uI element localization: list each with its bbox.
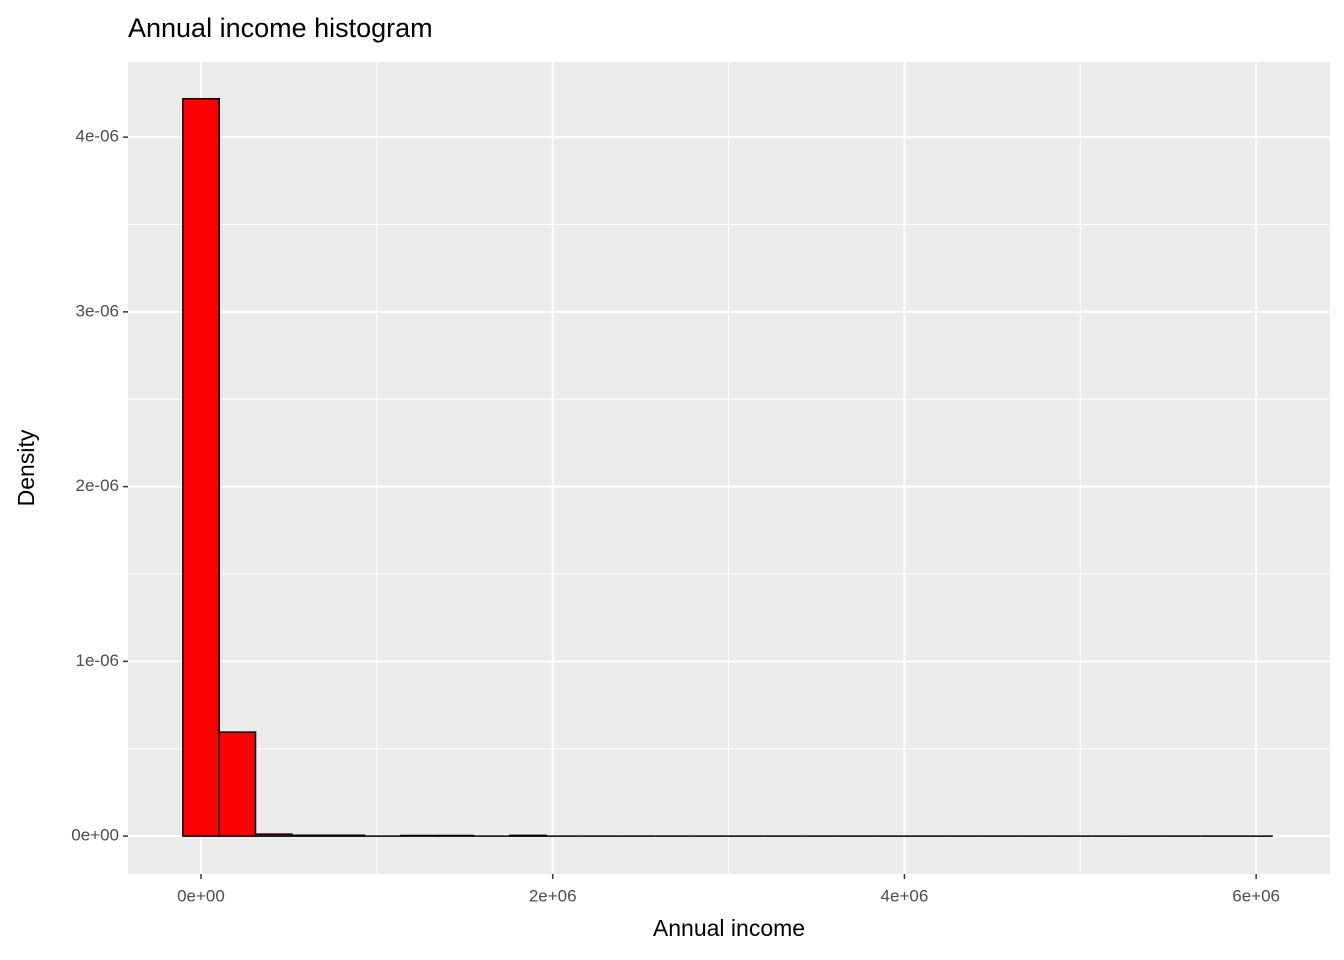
x-tick-label: 4e+06 [881,886,929,905]
y-tick-label: 1e-06 [76,651,119,670]
bar [291,834,329,837]
bars [182,97,1273,837]
bar [509,834,547,837]
y-tick-label: 0e+00 [71,826,119,845]
y-tick-label: 3e-06 [76,301,119,320]
axes: 0e+00 1e-06 2e-06 3e-06 4e-06 0e+00 2e+06 4e+06… [71,127,1280,906]
bar [436,834,475,837]
y-tick-label: 4e-06 [76,127,119,146]
x-tick-label: 2e+06 [529,886,577,905]
bar [218,731,257,837]
chart-title: Annual income histogram [128,13,433,43]
x-tick-label: 6e+06 [1232,886,1280,905]
bar [400,834,438,837]
bar [327,834,366,837]
x-axis-title: Annual income [653,915,805,941]
bar [254,833,293,837]
bar [182,97,220,837]
y-axis-title: Density [13,429,39,506]
y-tick-label: 2e-06 [76,476,119,495]
x-tick-label: 0e+00 [177,886,225,905]
